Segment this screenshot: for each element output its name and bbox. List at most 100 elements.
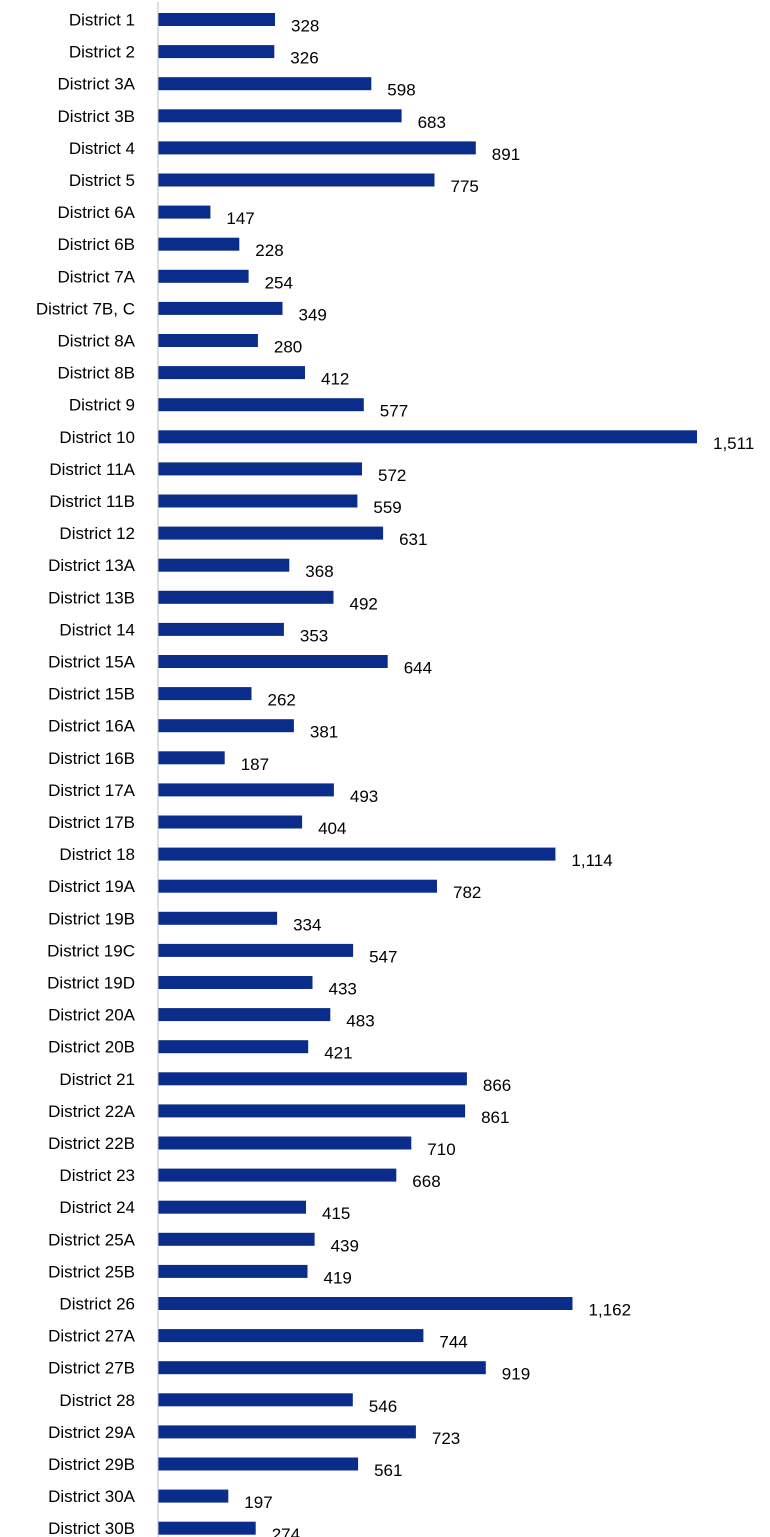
category-label: District 1 xyxy=(69,11,135,30)
category-label: District 22B xyxy=(48,1134,135,1153)
bar xyxy=(158,590,334,604)
value-label: 274 xyxy=(272,1525,300,1537)
category-label: District 30B xyxy=(48,1519,135,1537)
bar xyxy=(158,109,402,123)
category-label: District 20B xyxy=(48,1038,135,1057)
value-label: 723 xyxy=(432,1429,460,1448)
value-label: 228 xyxy=(255,241,283,260)
value-label: 668 xyxy=(412,1172,440,1191)
value-label: 1,114 xyxy=(571,851,612,870)
category-label: District 3A xyxy=(58,75,136,94)
value-label: 280 xyxy=(274,338,302,357)
category-label: District 11B xyxy=(49,492,135,511)
bar xyxy=(158,1264,308,1278)
category-label: District 15A xyxy=(48,653,136,672)
value-label: 415 xyxy=(322,1204,350,1223)
value-label: 866 xyxy=(483,1076,511,1095)
bar xyxy=(158,1521,256,1535)
bar xyxy=(158,943,354,957)
value-label: 546 xyxy=(369,1397,397,1416)
bar xyxy=(158,719,294,733)
bar xyxy=(158,301,283,315)
bar xyxy=(158,1040,309,1054)
category-label: District 8A xyxy=(58,332,136,351)
bar xyxy=(158,526,384,540)
value-label: 421 xyxy=(324,1044,352,1063)
bar xyxy=(158,815,303,829)
bar xyxy=(158,398,364,412)
value-label: 919 xyxy=(502,1365,530,1384)
bar xyxy=(158,1361,486,1375)
value-label: 433 xyxy=(329,980,357,999)
value-label: 559 xyxy=(373,498,401,517)
value-label: 439 xyxy=(331,1236,359,1255)
value-label: 368 xyxy=(305,562,333,581)
value-label: 254 xyxy=(265,273,293,292)
category-label: District 19D xyxy=(47,974,135,993)
category-label: District 30A xyxy=(48,1487,136,1506)
bar xyxy=(158,77,372,91)
bar xyxy=(158,1232,315,1246)
bar xyxy=(158,1200,306,1214)
value-label: 775 xyxy=(451,177,479,196)
category-label: District 19C xyxy=(47,941,135,960)
category-label: District 7A xyxy=(58,267,136,286)
bar xyxy=(158,1393,353,1407)
value-label: 547 xyxy=(369,947,397,966)
category-label: District 22A xyxy=(48,1102,136,1121)
category-label: District 9 xyxy=(69,396,135,415)
value-label: 328 xyxy=(291,17,319,36)
bar xyxy=(158,205,211,219)
value-label: 381 xyxy=(310,723,338,742)
value-label: 782 xyxy=(453,883,481,902)
category-label: District 11A xyxy=(49,460,135,479)
bar xyxy=(158,494,358,508)
category-label: District 29B xyxy=(48,1455,135,1474)
bar xyxy=(158,558,290,572)
bar xyxy=(158,751,225,765)
category-label: District 5 xyxy=(69,171,135,190)
bar xyxy=(158,911,278,925)
bar xyxy=(158,334,258,347)
category-label: District 17A xyxy=(48,781,136,800)
value-label: 419 xyxy=(324,1268,352,1287)
value-label: 349 xyxy=(299,305,327,324)
category-label: District 19A xyxy=(48,877,136,896)
value-label: 197 xyxy=(244,1493,272,1512)
category-label: District 16A xyxy=(48,717,136,736)
value-label: 861 xyxy=(481,1108,509,1127)
value-label: 710 xyxy=(427,1140,455,1159)
bar xyxy=(158,1457,359,1471)
category-label: District 6A xyxy=(58,203,136,222)
category-label: District 7B, C xyxy=(36,299,135,318)
category-label: District 26 xyxy=(59,1295,135,1314)
value-label: 483 xyxy=(346,1012,374,1031)
value-label: 326 xyxy=(290,49,318,68)
value-label: 412 xyxy=(321,370,349,389)
category-label: District 6B xyxy=(58,235,135,254)
category-label: District 16B xyxy=(48,749,135,768)
bar xyxy=(158,1168,397,1182)
bar xyxy=(158,45,275,59)
value-label: 334 xyxy=(293,915,321,934)
bar xyxy=(158,269,249,283)
category-label: District 18 xyxy=(59,845,135,864)
category-label: District 4 xyxy=(69,139,135,158)
category-label: District 21 xyxy=(59,1070,135,1089)
bar xyxy=(158,622,284,636)
category-label: District 20A xyxy=(48,1006,136,1025)
value-label: 404 xyxy=(318,819,346,838)
value-label: 147 xyxy=(226,209,254,228)
bar xyxy=(158,366,305,380)
bar xyxy=(158,879,437,893)
value-label: 187 xyxy=(241,755,269,774)
bar xyxy=(158,13,275,26)
value-label: 683 xyxy=(418,113,446,132)
category-labels-group: District 1 District 2 District 3A District … xyxy=(36,11,136,1537)
category-label: District 23 xyxy=(59,1166,135,1185)
category-label: District 15B xyxy=(48,685,135,704)
category-label: District 17B xyxy=(48,813,135,832)
bars-group xyxy=(158,13,697,1535)
